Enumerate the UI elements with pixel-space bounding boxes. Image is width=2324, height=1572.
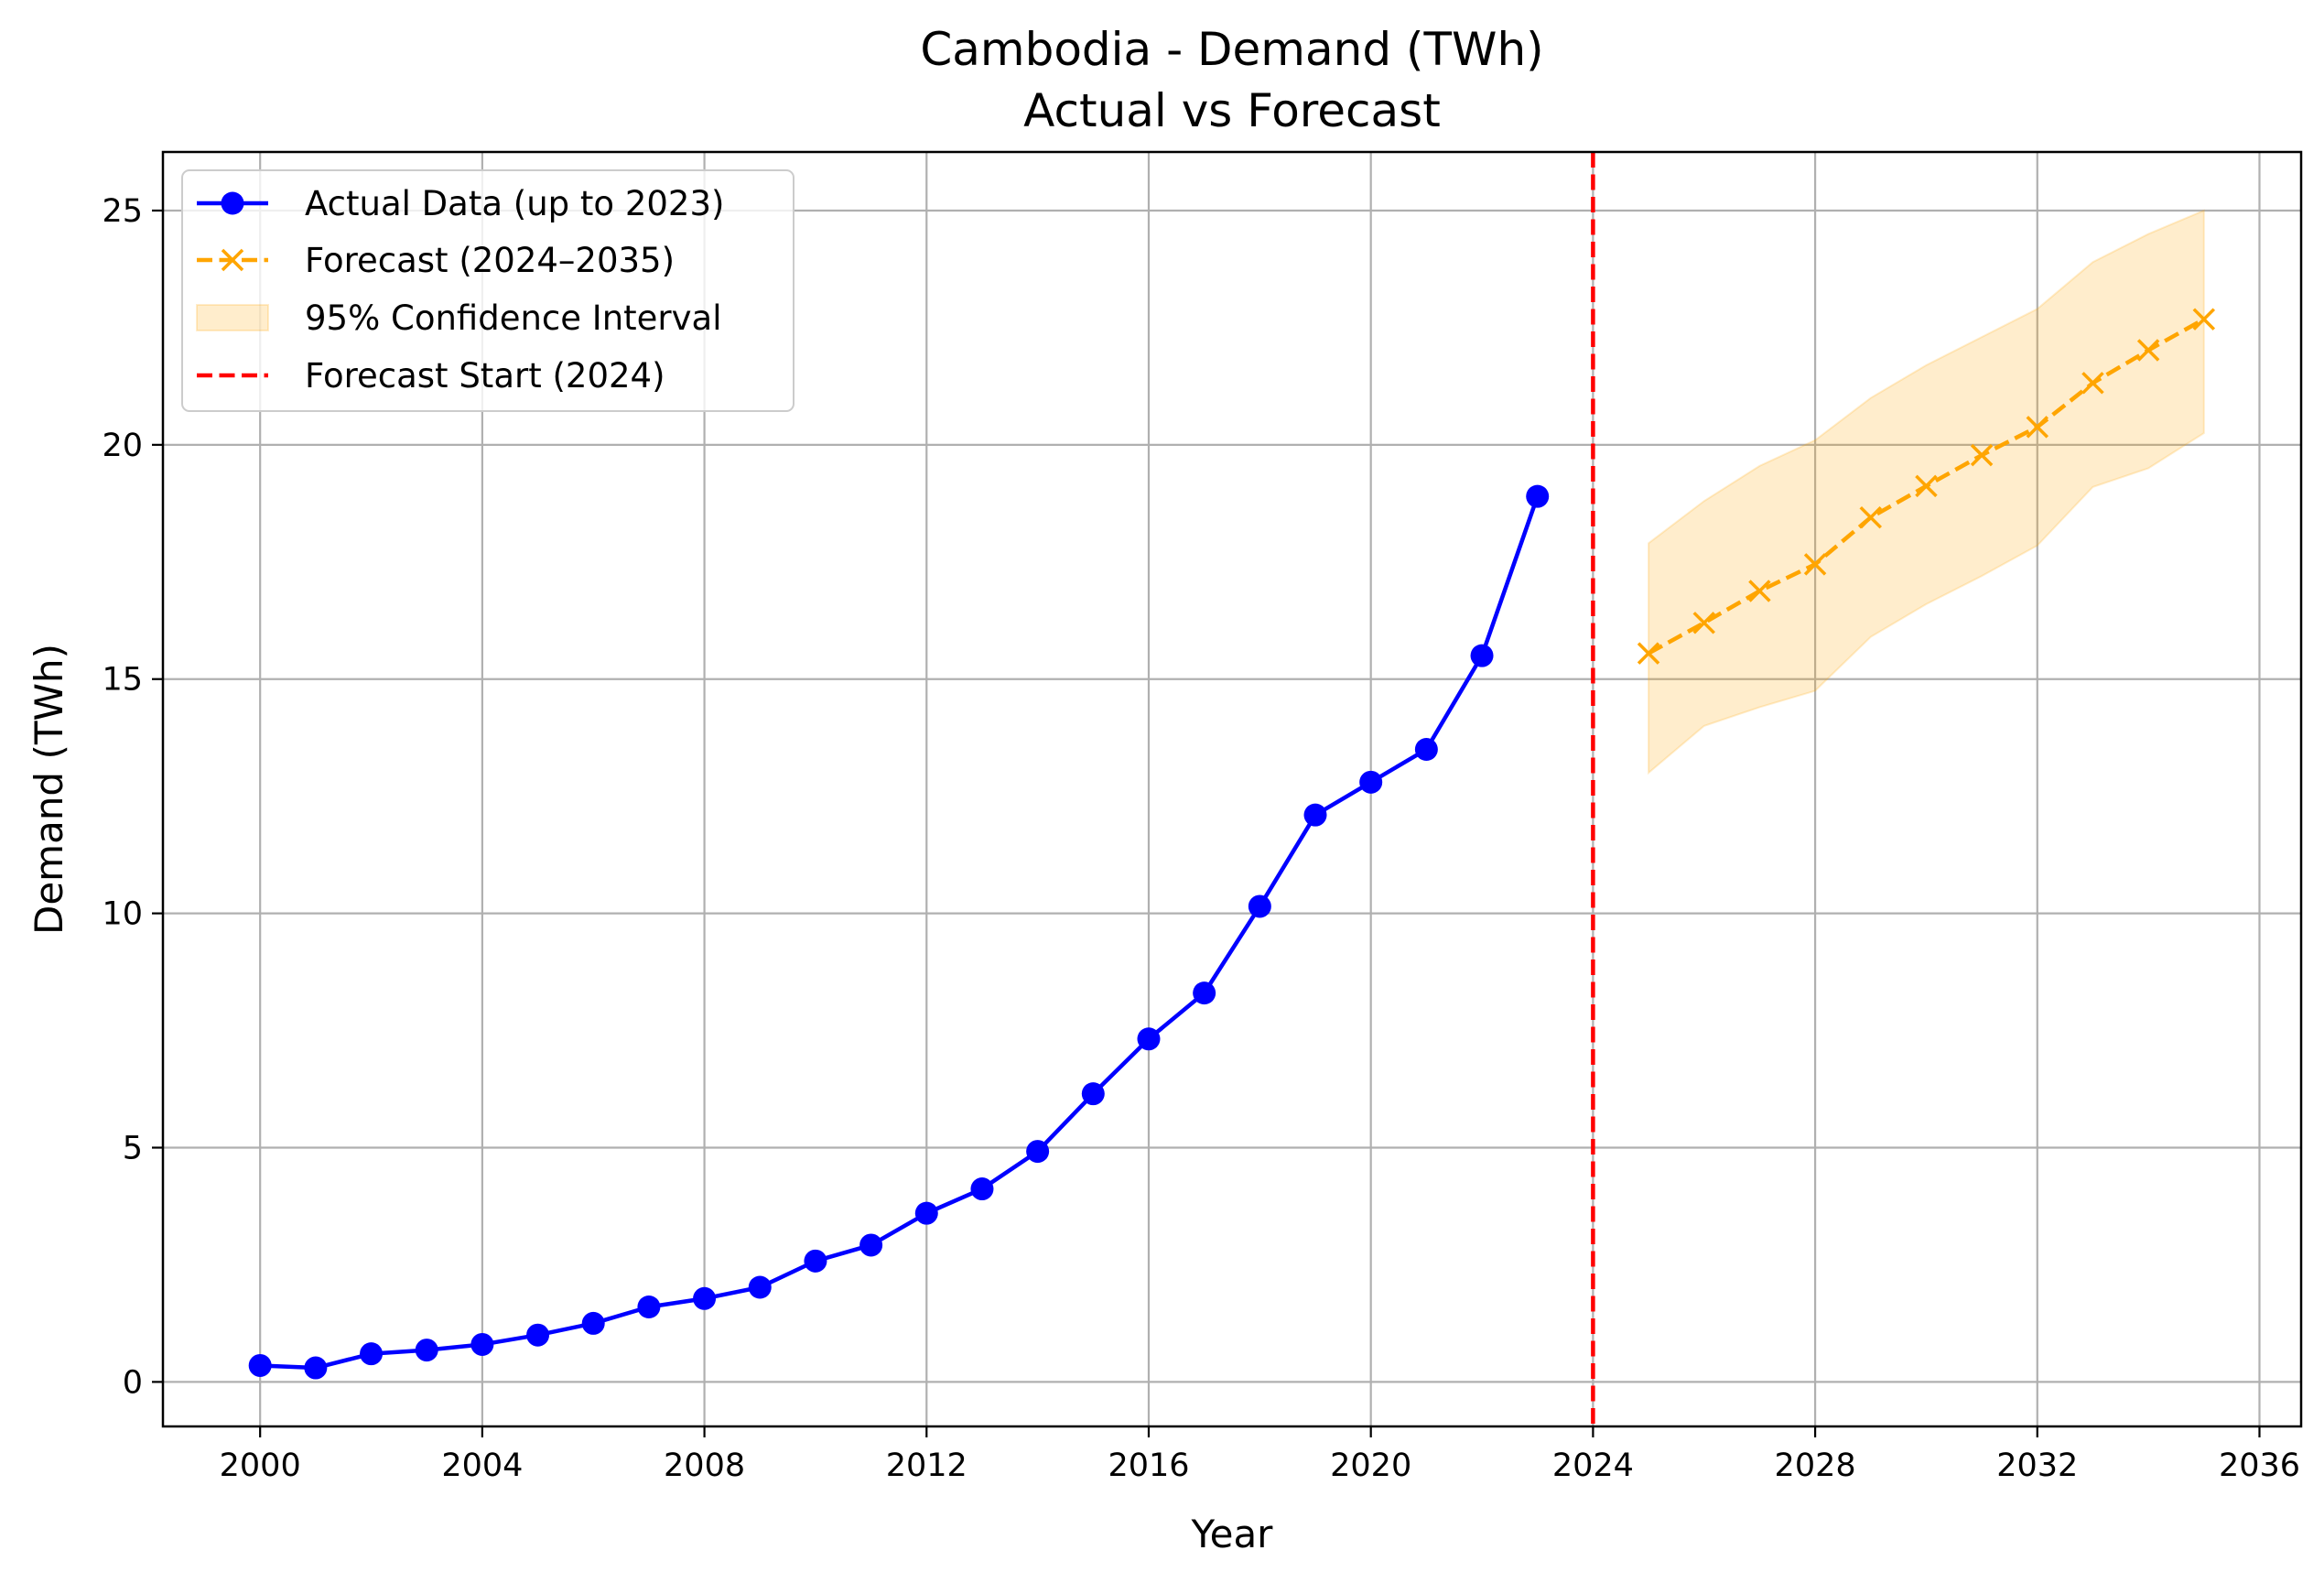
actual-point [1081,1082,1105,1106]
forecast-point [1748,580,1771,602]
actual-point [1470,644,1494,667]
actual-point [1026,1140,1050,1164]
actual-point [804,1249,827,1273]
legend-actual-marker [221,191,244,215]
y-tick-label: 25 [102,193,143,230]
forecast-point [1637,642,1660,665]
x-tick-label: 2004 [441,1447,523,1484]
legend-label-start: Forecast Start (2024) [305,356,665,396]
actual-line [260,495,1540,1371]
x-tick-label: 2000 [220,1447,301,1484]
actual-point [1359,770,1383,794]
forecast-point [2192,308,2216,331]
y-tick-label: 15 [102,662,143,699]
tick-layer: 2000 2004 2008 2012 2016 2020 2024 2028 2032 2036… [102,193,2300,1484]
actual-point [581,1311,605,1335]
x-tick-label: 2016 [1108,1447,1189,1484]
forecast-point [1803,553,1827,576]
legend-forecast-marker [221,248,244,272]
actual-point [1526,484,1550,508]
legend-label-ci: 95% Confidence Interval [305,298,722,338]
y-tick-label: 20 [102,428,143,464]
forecast-point [1692,612,1715,634]
plot-frame [161,150,2303,1428]
forecast-point [2136,339,2160,362]
actual-point [1248,894,1271,918]
legend-label-forecast: Forecast (2024–2035) [305,241,675,280]
chart-subtitle: Actual vs Forecast [1023,84,1441,137]
legend: Actual Data (up to 2023) Forecast (2024–2… [181,169,794,412]
actual-point [1193,981,1216,1005]
actual-point [859,1233,883,1257]
actual-point [470,1332,494,1356]
actual-point [748,1275,772,1299]
x-tick-label: 2024 [1552,1447,1634,1484]
ci-layer [1648,209,2205,775]
actual-point [415,1339,438,1362]
x-tick-label: 2032 [1996,1447,2078,1484]
forecast-point [2081,372,2104,395]
actual-point [526,1323,550,1347]
actual-point [693,1286,717,1310]
x-axis-label: Year [1191,1512,1274,1556]
chart-title-group: Cambodia - Demand (TWh) Actual vs Foreca… [920,23,1543,137]
forecast-point [2026,416,2049,439]
chart-title: Cambodia - Demand (TWh) [920,23,1543,76]
actual-point [304,1356,328,1380]
y-tick-label: 10 [102,896,143,933]
legend-label-actual: Actual Data (up to 2023) [305,184,724,223]
ci-band [1648,209,2205,775]
actual-point [637,1296,661,1318]
x-tick-label: 2028 [1775,1447,1856,1484]
actual-point [1137,1027,1161,1051]
x-tick-label: 2036 [2219,1447,2300,1484]
actual-point [914,1201,938,1225]
actual-point [248,1353,272,1377]
y-axis-label: Demand (TWh) [27,644,71,935]
y-tick-label: 5 [123,1131,143,1167]
x-tick-label: 2012 [886,1447,967,1484]
x-tick-label: 2020 [1330,1447,1411,1484]
forecast-point [1970,443,1994,467]
actual-point [360,1342,384,1366]
y-tick-label: 0 [123,1364,143,1401]
x-tick-label: 2008 [664,1447,745,1484]
marker-layer [248,308,2216,1380]
actual-point [1303,803,1327,827]
actual-point [1414,738,1438,761]
legend-box [181,169,794,412]
legend-ci-patch [196,304,269,331]
forecast-point [1859,505,1883,529]
forecast-point [1915,474,1938,498]
actual-point [970,1177,994,1201]
